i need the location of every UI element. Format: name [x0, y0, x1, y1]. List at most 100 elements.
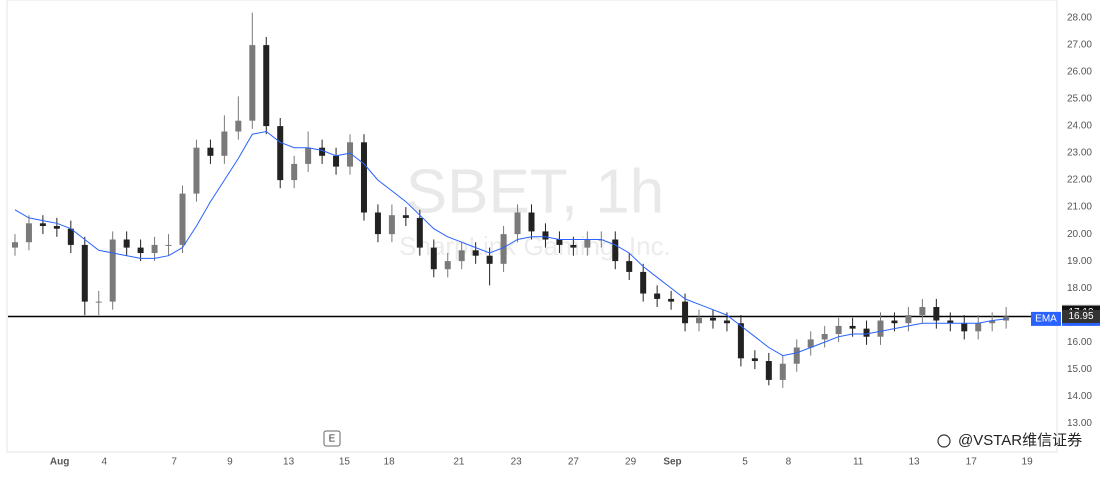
ema-name-tag	[1031, 311, 1061, 326]
watermark-title: SBET, 1h	[406, 157, 664, 226]
y-tick-label: 16.00	[1067, 337, 1092, 348]
candle-body	[416, 217, 423, 248]
candle-body	[235, 120, 242, 132]
ema-line	[14, 130, 1007, 357]
candle-body	[193, 147, 200, 194]
x-tick-label: 13	[908, 457, 920, 468]
x-tick-label: 19	[1022, 457, 1034, 468]
candle-body	[751, 358, 758, 362]
candle-body	[319, 147, 326, 156]
candle-body	[919, 307, 926, 316]
candle-body	[500, 234, 507, 264]
candle-body	[696, 317, 703, 324]
x-tick-label: 7	[171, 457, 177, 468]
candle-body	[682, 301, 689, 324]
candle-body	[821, 334, 828, 340]
candle-body	[179, 193, 186, 245]
x-tick-label: 11	[853, 457, 864, 468]
event-marker[interactable]: E	[329, 434, 336, 445]
candle-body	[570, 244, 577, 248]
x-tick-label: 21	[453, 457, 465, 468]
candle-body	[25, 223, 32, 243]
x-tick-label: 29	[625, 457, 637, 468]
x-tick-label: 13	[283, 457, 295, 468]
candle-body	[430, 247, 437, 270]
candle-body	[165, 244, 172, 246]
x-tick-label: 23	[511, 457, 523, 468]
candle-body	[11, 242, 18, 248]
y-tick-label: 21.00	[1067, 202, 1092, 213]
candle-body	[584, 239, 591, 248]
x-tick-label: 15	[339, 457, 351, 468]
candle-body	[863, 328, 870, 337]
candle-body	[542, 231, 549, 240]
candle-body	[277, 126, 284, 181]
x-tick-label: 9	[227, 457, 233, 468]
x-tick-label: 27	[568, 457, 580, 468]
credit: @VSTAR维信证券	[958, 432, 1082, 449]
candle-body	[807, 339, 814, 348]
candle-body	[347, 142, 354, 167]
candle-body	[249, 45, 256, 121]
y-tick-label: 15.00	[1067, 364, 1092, 375]
candle-body	[640, 271, 647, 294]
candle-body	[221, 131, 228, 156]
price-tag	[1062, 309, 1100, 323]
candle-body	[333, 155, 340, 167]
y-tick-label: 25.00	[1067, 94, 1092, 105]
event-marker-box[interactable]	[323, 430, 341, 447]
y-tick-label: 24.00	[1067, 121, 1092, 132]
y-tick-label: 26.00	[1067, 67, 1092, 78]
candle-body	[835, 325, 842, 335]
y-tick-label: 22.00	[1067, 175, 1092, 186]
y-tick-label: 28.00	[1067, 13, 1092, 24]
candle-body	[709, 317, 716, 321]
candle-body	[989, 320, 996, 324]
y-tick-label: 23.00	[1067, 148, 1092, 159]
y-tick-label: 27.00	[1067, 40, 1092, 51]
candle-body	[374, 212, 381, 235]
candle-body	[877, 320, 884, 337]
x-tick-label: 5	[742, 457, 748, 468]
candle-body	[723, 320, 730, 324]
candle-body	[39, 223, 46, 227]
watermark-subtitle: SharpLink Gaming, Inc.	[399, 231, 671, 261]
candle-body	[737, 323, 744, 359]
y-tick-label: 19.00	[1067, 256, 1092, 267]
candle-body	[612, 239, 619, 262]
x-tick-label: Aug	[50, 457, 69, 468]
candle-body	[654, 293, 661, 299]
x-tick-label: Sep	[663, 457, 681, 468]
candle-body	[388, 215, 395, 235]
candle-body	[402, 215, 409, 218]
ema-name: EMA	[1035, 314, 1057, 325]
candle-body	[626, 261, 633, 272]
credit-icon	[937, 434, 951, 448]
candle-body	[444, 261, 451, 270]
x-tick-label: 18	[384, 457, 396, 468]
y-tick-label: 14.00	[1067, 391, 1092, 402]
candle-body	[668, 298, 675, 302]
y-tick-label: 20.00	[1067, 229, 1092, 240]
candle-body	[207, 147, 214, 156]
candle-body	[123, 239, 130, 248]
candle-body	[67, 228, 74, 245]
x-tick-label: 4	[102, 457, 108, 468]
candle-body	[947, 320, 954, 324]
candle-body	[1003, 316, 1010, 321]
candle-body	[933, 307, 940, 321]
y-tick-label: 13.00	[1067, 418, 1092, 429]
candle-body	[81, 244, 88, 302]
candle-body	[137, 247, 144, 254]
y-tick-label: 18.00	[1067, 283, 1092, 294]
candle-body	[305, 147, 312, 164]
candle-body	[961, 323, 968, 332]
candle-body	[291, 163, 298, 181]
candle-body	[891, 320, 898, 324]
candle-body	[793, 347, 800, 364]
candle-body	[528, 212, 535, 232]
candle-body	[779, 363, 786, 380]
candle-body	[849, 325, 856, 329]
candle-body	[556, 239, 563, 245]
